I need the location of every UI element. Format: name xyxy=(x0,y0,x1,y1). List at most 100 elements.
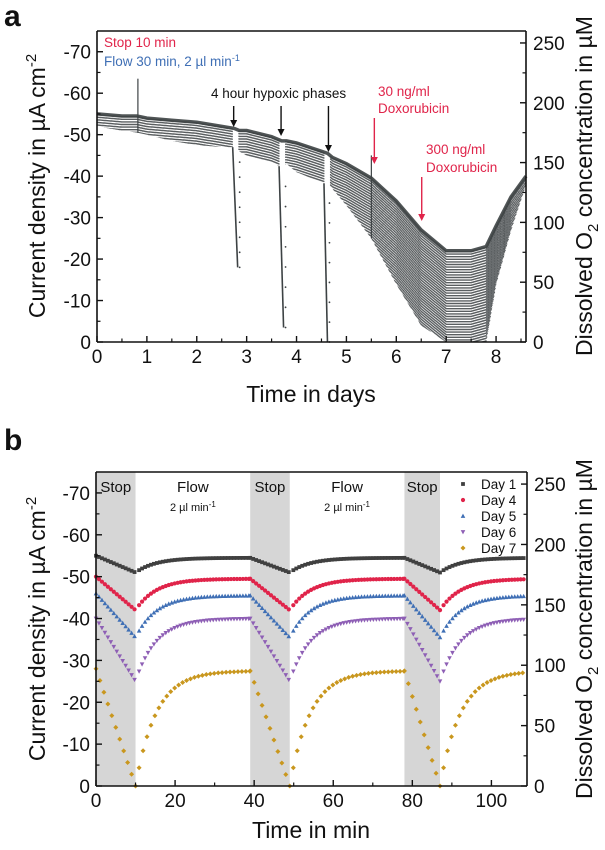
data-point xyxy=(432,568,436,572)
data-point xyxy=(346,674,352,680)
data-point xyxy=(350,673,356,679)
hypoxic-recovery-point xyxy=(284,225,287,228)
panel-a-ylabel-right: Dissolved O2 concentration in µM xyxy=(571,16,602,356)
panel-b-x-tick-label: 100 xyxy=(476,791,508,812)
data-point xyxy=(226,556,230,560)
data-point xyxy=(274,659,280,664)
data-point xyxy=(359,577,364,582)
data-point xyxy=(509,577,514,582)
panel-b-y-right-tick-label: 150 xyxy=(534,596,566,617)
legend-item: Day 5 xyxy=(460,509,516,524)
data-point xyxy=(148,646,154,651)
data-point xyxy=(365,618,370,623)
data-point xyxy=(353,619,358,624)
dox300-annotation-line1: 300 ng/ml xyxy=(426,142,485,157)
data-point xyxy=(413,706,419,712)
data-point xyxy=(237,617,243,622)
data-point xyxy=(344,556,349,561)
data-point xyxy=(228,576,234,582)
data-point xyxy=(468,693,474,699)
panel-a-y-tick-label: -20 xyxy=(64,250,91,271)
data-point xyxy=(491,621,497,626)
legend-stop-text: Stop 10 min xyxy=(104,35,176,50)
data-point xyxy=(231,617,237,622)
data-point xyxy=(335,622,341,628)
panel-b-ylabel-sup: -2 xyxy=(23,497,40,510)
data-point xyxy=(235,669,241,675)
data-point xyxy=(347,556,352,561)
data-point xyxy=(332,557,337,562)
data-point xyxy=(140,566,144,571)
data-point xyxy=(286,607,291,612)
data-point xyxy=(326,625,332,631)
data-point xyxy=(108,560,113,564)
data-point xyxy=(234,593,240,598)
data-point xyxy=(223,669,229,675)
data-point xyxy=(428,663,434,669)
data-point xyxy=(217,577,222,582)
data-point xyxy=(188,676,194,682)
data-point xyxy=(121,748,127,754)
data-point xyxy=(434,674,440,679)
data-point xyxy=(142,596,148,601)
data-point xyxy=(450,650,455,656)
data-point xyxy=(231,669,237,675)
data-point xyxy=(178,557,183,562)
data-point xyxy=(129,604,134,609)
data-point xyxy=(305,610,311,615)
flow-rate-label: 2 µl min-1 xyxy=(170,500,216,514)
dox300-annotation-line2: Doxorubicin xyxy=(426,160,497,175)
panel-a-y-right-tick-label: 100 xyxy=(533,213,565,234)
data-point xyxy=(311,605,317,611)
hypoxic-recovery-point xyxy=(284,185,287,188)
panel-a-x-tick-label: 8 xyxy=(491,347,502,368)
data-point xyxy=(459,561,464,565)
panel-b-y-tick-label: -40 xyxy=(63,610,90,631)
data-point xyxy=(148,612,154,618)
data-point xyxy=(356,556,361,561)
data-point xyxy=(294,599,299,604)
data-point xyxy=(470,629,476,634)
data-point xyxy=(240,616,246,622)
data-point xyxy=(302,646,308,651)
data-point xyxy=(268,615,274,620)
data-point xyxy=(294,748,300,754)
data-point xyxy=(441,568,446,573)
data-point xyxy=(202,577,207,582)
legend-marker-triangle-up-icon xyxy=(460,513,466,518)
data-point xyxy=(389,669,395,675)
data-point xyxy=(139,623,145,628)
data-point xyxy=(408,600,413,605)
panel-b-ylabel: Current density in µA cm-2 xyxy=(23,497,50,761)
data-point xyxy=(262,640,268,645)
data-point xyxy=(123,599,128,604)
panel-b-y-tick-label: -10 xyxy=(63,735,90,756)
data-point xyxy=(400,576,406,581)
data-point xyxy=(190,556,195,561)
data-point xyxy=(330,682,336,688)
data-point xyxy=(120,565,125,569)
data-point xyxy=(362,618,367,623)
panel-b-y-tick-label: 0 xyxy=(79,777,90,798)
data-point xyxy=(291,603,296,608)
data-point xyxy=(389,576,394,582)
data-point xyxy=(294,566,299,571)
data-point xyxy=(205,577,210,582)
data-point xyxy=(409,693,415,699)
hypoxic-arrow-head xyxy=(230,120,238,127)
data-point xyxy=(251,579,256,584)
data-point xyxy=(136,628,142,633)
data-point xyxy=(154,638,160,644)
panel-a-label: a xyxy=(4,0,21,33)
data-point xyxy=(136,765,142,771)
panel-b-ylabel-right-main: Dissolved O xyxy=(571,675,597,799)
data-point xyxy=(388,617,394,622)
data-point xyxy=(374,617,379,622)
data-point xyxy=(371,577,376,582)
data-point xyxy=(503,577,508,583)
data-point xyxy=(477,558,482,562)
data-point xyxy=(453,591,458,596)
data-point xyxy=(468,559,473,564)
data-point xyxy=(240,576,245,582)
data-point xyxy=(429,757,435,763)
